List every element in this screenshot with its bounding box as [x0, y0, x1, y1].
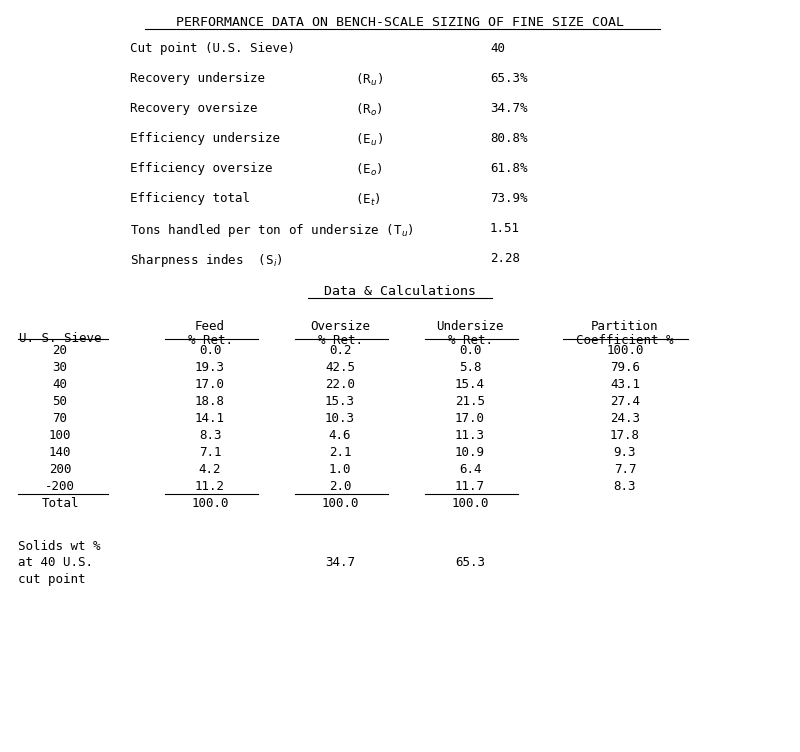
- Text: 15.4: 15.4: [455, 378, 485, 391]
- Text: Efficiency total: Efficiency total: [130, 192, 250, 205]
- Text: 42.5: 42.5: [325, 361, 355, 374]
- Text: 79.6: 79.6: [610, 361, 640, 374]
- Text: 0.0: 0.0: [198, 344, 222, 357]
- Text: -200: -200: [45, 480, 75, 493]
- Text: Sharpness indes  (S$_i$): Sharpness indes (S$_i$): [130, 252, 283, 269]
- Text: % Ret.: % Ret.: [447, 334, 493, 347]
- Text: Data & Calculations: Data & Calculations: [324, 285, 476, 298]
- Text: 1.0: 1.0: [329, 463, 351, 476]
- Text: 17.8: 17.8: [610, 429, 640, 442]
- Text: 80.8%: 80.8%: [490, 132, 527, 145]
- Text: 4.6: 4.6: [329, 429, 351, 442]
- Text: 15.3: 15.3: [325, 395, 355, 408]
- Text: 100.0: 100.0: [322, 497, 358, 510]
- Text: 2.0: 2.0: [329, 480, 351, 493]
- Text: % Ret.: % Ret.: [187, 334, 233, 347]
- Text: Efficiency oversize: Efficiency oversize: [130, 162, 273, 175]
- Text: 100.0: 100.0: [606, 344, 644, 357]
- Text: 1.51: 1.51: [490, 222, 520, 235]
- Text: 21.5: 21.5: [455, 395, 485, 408]
- Text: 100: 100: [49, 429, 71, 442]
- Text: Total: Total: [42, 497, 78, 510]
- Text: 65.3%: 65.3%: [490, 72, 527, 85]
- Text: 11.7: 11.7: [455, 480, 485, 493]
- Text: 61.8%: 61.8%: [490, 162, 527, 175]
- Text: 24.3: 24.3: [610, 412, 640, 425]
- Text: 140: 140: [49, 446, 71, 459]
- Text: 4.2: 4.2: [198, 463, 222, 476]
- Text: 0.2: 0.2: [329, 344, 351, 357]
- Text: 34.7: 34.7: [325, 556, 355, 569]
- Text: Efficiency undersize: Efficiency undersize: [130, 132, 280, 145]
- Text: Cut point (U.S. Sieve): Cut point (U.S. Sieve): [130, 42, 295, 55]
- Text: 100.0: 100.0: [191, 497, 229, 510]
- Text: 8.3: 8.3: [614, 480, 636, 493]
- Text: Coefficient %: Coefficient %: [576, 334, 674, 347]
- Text: 20: 20: [53, 344, 67, 357]
- Text: 7.7: 7.7: [614, 463, 636, 476]
- Text: (R$_u$): (R$_u$): [355, 72, 383, 88]
- Text: 34.7%: 34.7%: [490, 102, 527, 115]
- Text: 10.3: 10.3: [325, 412, 355, 425]
- Text: (R$_o$): (R$_o$): [355, 102, 383, 118]
- Text: PERFORMANCE DATA ON BENCH-SCALE SIZING OF FINE SIZE COAL: PERFORMANCE DATA ON BENCH-SCALE SIZING O…: [176, 16, 624, 29]
- Text: 70: 70: [53, 412, 67, 425]
- Text: 19.3: 19.3: [195, 361, 225, 374]
- Text: cut point: cut point: [18, 574, 86, 587]
- Text: Partition: Partition: [591, 320, 658, 333]
- Text: (E$_o$): (E$_o$): [355, 162, 383, 178]
- Text: 9.3: 9.3: [614, 446, 636, 459]
- Text: 5.8: 5.8: [458, 361, 482, 374]
- Text: 22.0: 22.0: [325, 378, 355, 391]
- Text: 40: 40: [490, 42, 505, 55]
- Text: 2.1: 2.1: [329, 446, 351, 459]
- Text: Feed: Feed: [195, 320, 225, 333]
- Text: at 40 U.S.: at 40 U.S.: [18, 556, 93, 569]
- Text: 40: 40: [53, 378, 67, 391]
- Text: (E$_u$): (E$_u$): [355, 132, 383, 148]
- Text: 7.1: 7.1: [198, 446, 222, 459]
- Text: 43.1: 43.1: [610, 378, 640, 391]
- Text: 0.0: 0.0: [458, 344, 482, 357]
- Text: 30: 30: [53, 361, 67, 374]
- Text: 100.0: 100.0: [451, 497, 489, 510]
- Text: 8.3: 8.3: [198, 429, 222, 442]
- Text: 2.28: 2.28: [490, 252, 520, 265]
- Text: 50: 50: [53, 395, 67, 408]
- Text: Recovery oversize: Recovery oversize: [130, 102, 258, 115]
- Text: 18.8: 18.8: [195, 395, 225, 408]
- Text: Undersize: Undersize: [436, 320, 504, 333]
- Text: 6.4: 6.4: [458, 463, 482, 476]
- Text: Recovery undersize: Recovery undersize: [130, 72, 265, 85]
- Text: 73.9%: 73.9%: [490, 192, 527, 205]
- Text: 11.2: 11.2: [195, 480, 225, 493]
- Text: Tons handled per ton of undersize (T$_u$): Tons handled per ton of undersize (T$_u$…: [130, 222, 414, 239]
- Text: 17.0: 17.0: [195, 378, 225, 391]
- Text: 17.0: 17.0: [455, 412, 485, 425]
- Text: 10.9: 10.9: [455, 446, 485, 459]
- Text: (E$_t$): (E$_t$): [355, 192, 381, 208]
- Text: 200: 200: [49, 463, 71, 476]
- Text: 14.1: 14.1: [195, 412, 225, 425]
- Text: Oversize: Oversize: [310, 320, 370, 333]
- Text: % Ret.: % Ret.: [318, 334, 362, 347]
- Text: 27.4: 27.4: [610, 395, 640, 408]
- Text: U. S. Sieve: U. S. Sieve: [18, 332, 102, 345]
- Text: 11.3: 11.3: [455, 429, 485, 442]
- Text: Solids wt %: Solids wt %: [18, 539, 101, 553]
- Text: 65.3: 65.3: [455, 556, 485, 569]
